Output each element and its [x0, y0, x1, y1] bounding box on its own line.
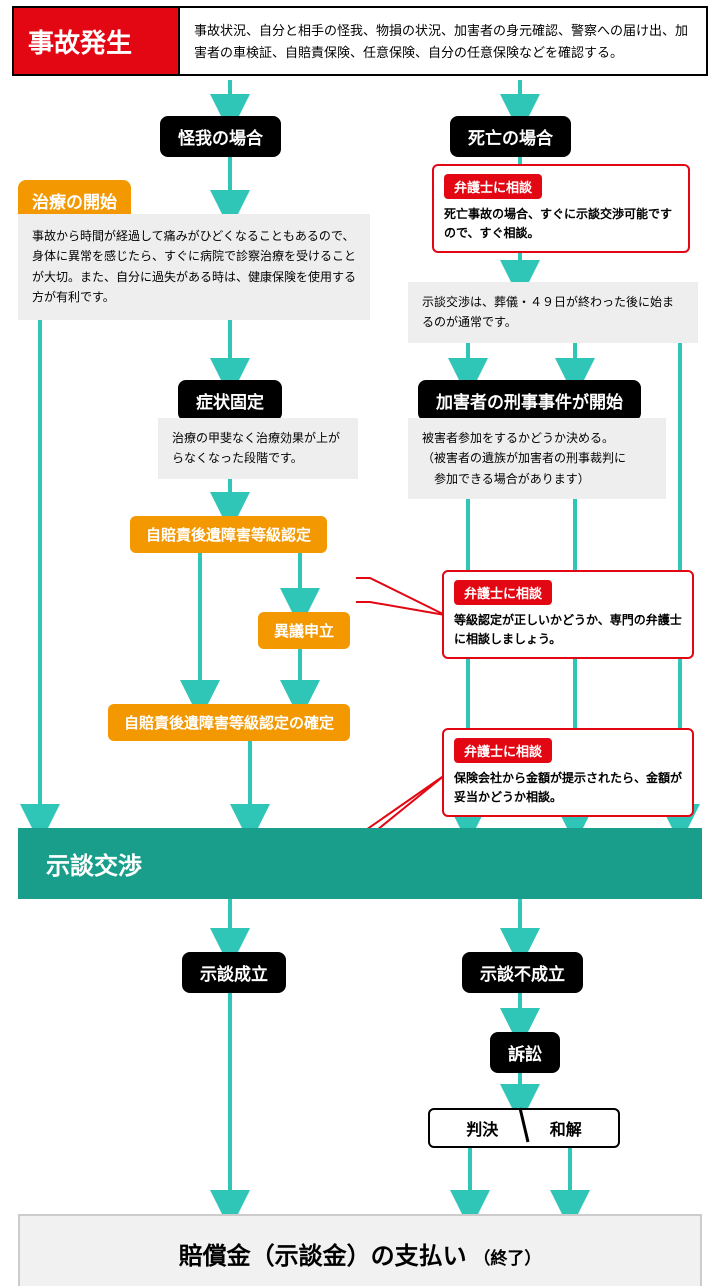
reconcile-label: 和解 [526, 1116, 605, 1140]
judgment-label: 判決 [443, 1116, 522, 1140]
callout-lawyer-3: 弁護士に相談 保険会社から金額が提示されたら、金額が妥当かどうか相談。 [442, 728, 694, 817]
accident-desc: 事故状況、自分と相手の怪我、物損の状況、加害者の身元確認、警察への届け出、加害者… [180, 6, 708, 76]
disability-fixed: 自賠責後遺障害等級認定の確定 [108, 704, 350, 741]
flowchart-canvas: 事故発生 事故状況、自分と相手の怪我、物損の状況、加害者の身元確認、警察への届け… [0, 0, 720, 1286]
accident-title: 事故発生 [12, 6, 180, 76]
criminal-text: 被害者参加をするかどうか決める。 （被害者の遺族が加害者の刑事裁判に 参加できる… [408, 418, 666, 499]
symptom-fixed-text: 治療の甲斐なく治療効果が上がらなくなった段階です。 [158, 418, 358, 479]
treatment-text: 事故から時間が経過して痛みがひどくなることもあるので、身体に異常を感じたら、すぐ… [18, 214, 370, 320]
judgment-box: 判決 和解 [428, 1108, 620, 1148]
death-note: 示談交渉は、葬儀・４９日が終わった後に始まるのが通常です。 [408, 282, 698, 343]
branch-injury: 怪我の場合 [160, 116, 281, 157]
callout-2-text: 等級認定が正しいかどうか、専門の弁護士に相談しましょう。 [454, 611, 682, 649]
callout-3-text: 保険会社から金額が提示されたら、金額が妥当かどうか相談。 [454, 769, 682, 807]
callout-3-title: 弁護士に相談 [454, 738, 552, 763]
objection: 異議申立 [258, 612, 350, 649]
not-settled: 示談不成立 [462, 952, 583, 993]
symptom-fixed-title: 症状固定 [178, 380, 282, 421]
settled: 示談成立 [182, 952, 286, 993]
negotiation-bar: 示談交渉 [18, 828, 702, 899]
callout-1-text: 死亡事故の場合、すぐに示談交渉可能ですので、すぐ相談。 [444, 205, 678, 243]
callout-1-title: 弁護士に相談 [444, 174, 542, 199]
final-sub: （終了） [473, 1249, 541, 1268]
lawsuit: 訴訟 [490, 1032, 560, 1073]
criminal-title: 加害者の刑事事件が開始 [418, 380, 641, 421]
branch-death: 死亡の場合 [450, 116, 571, 157]
final-main: 賠償金（示談金）の支払い [179, 1243, 467, 1270]
disability-cert: 自賠責後遺障害等級認定 [130, 516, 327, 553]
final-bar: 賠償金（示談金）の支払い （終了） [18, 1214, 702, 1286]
callout-lawyer-2: 弁護士に相談 等級認定が正しいかどうか、専門の弁護士に相談しましょう。 [442, 570, 694, 659]
callout-lawyer-1: 弁護士に相談 死亡事故の場合、すぐに示談交渉可能ですので、すぐ相談。 [432, 164, 690, 253]
callout-2-title: 弁護士に相談 [454, 580, 552, 605]
